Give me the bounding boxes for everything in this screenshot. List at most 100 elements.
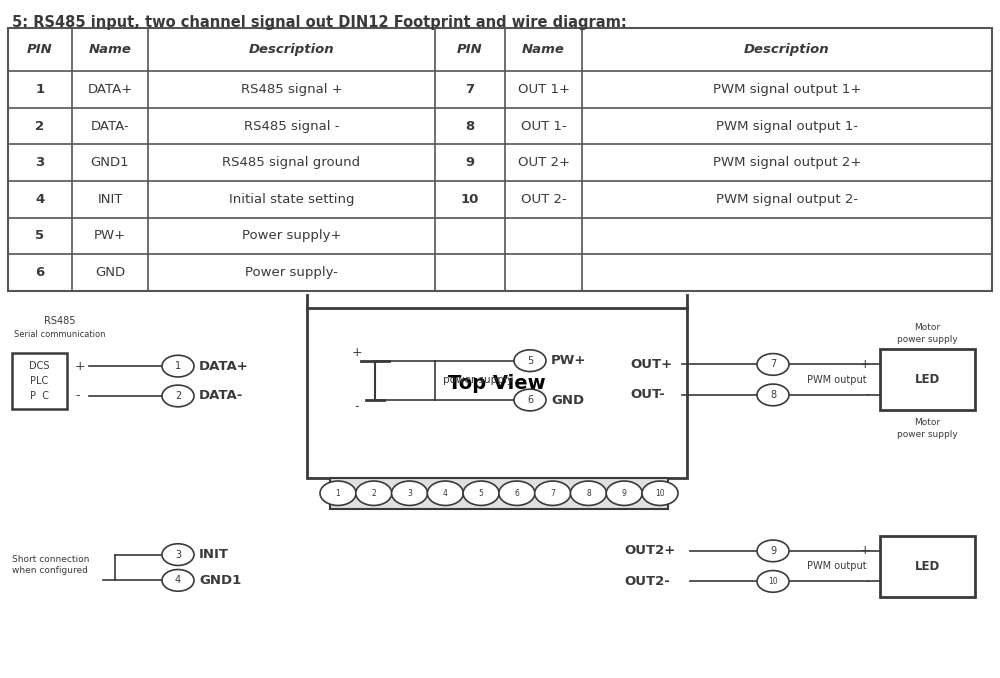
Text: RS485 signal ground: RS485 signal ground xyxy=(222,156,361,170)
Text: 2: 2 xyxy=(371,489,376,498)
Text: 10: 10 xyxy=(461,193,479,206)
Circle shape xyxy=(162,385,194,407)
Circle shape xyxy=(392,481,428,506)
Text: OUT 2+: OUT 2+ xyxy=(518,156,570,170)
Bar xyxy=(12,353,67,409)
Circle shape xyxy=(606,481,642,506)
Text: 9: 9 xyxy=(622,489,627,498)
Text: 10: 10 xyxy=(768,577,778,586)
Circle shape xyxy=(757,354,789,376)
Text: 10: 10 xyxy=(655,489,665,498)
Text: -: - xyxy=(75,389,80,403)
Text: PIN: PIN xyxy=(27,43,53,56)
Text: GND: GND xyxy=(551,393,584,407)
Text: OUT-: OUT- xyxy=(630,388,665,401)
Text: PWM signal output 1-: PWM signal output 1- xyxy=(716,119,858,133)
Text: DATA+: DATA+ xyxy=(199,359,249,373)
Text: 7: 7 xyxy=(465,83,475,96)
Text: GND: GND xyxy=(95,266,125,279)
Text: Power supply-: Power supply- xyxy=(245,266,338,279)
Text: Motor: Motor xyxy=(914,418,941,427)
Text: RS485 signal -: RS485 signal - xyxy=(244,119,339,133)
Text: PWM output: PWM output xyxy=(807,375,866,384)
Text: 4: 4 xyxy=(175,576,181,585)
Circle shape xyxy=(356,481,392,506)
Text: OUT 1+: OUT 1+ xyxy=(518,83,570,96)
Text: Description: Description xyxy=(249,43,334,56)
Text: Short connection: Short connection xyxy=(12,555,89,564)
Text: GND1: GND1 xyxy=(199,574,241,587)
Text: 8: 8 xyxy=(465,119,475,133)
Text: PWM signal output 1+: PWM signal output 1+ xyxy=(713,83,861,96)
Text: Top View: Top View xyxy=(448,374,546,393)
Text: +: + xyxy=(859,358,870,371)
Text: 4: 4 xyxy=(443,489,448,498)
Text: 2: 2 xyxy=(175,391,181,401)
Text: OUT2-: OUT2- xyxy=(624,575,670,588)
Bar xyxy=(8,28,992,291)
Text: +: + xyxy=(859,544,870,557)
Text: LED: LED xyxy=(915,373,940,386)
Text: 8: 8 xyxy=(770,390,776,400)
Text: 4: 4 xyxy=(35,193,45,206)
Text: INIT: INIT xyxy=(199,548,229,561)
Text: 9: 9 xyxy=(465,156,475,170)
Text: DCS: DCS xyxy=(29,361,50,371)
Text: 2: 2 xyxy=(35,119,45,133)
Circle shape xyxy=(162,570,194,591)
Circle shape xyxy=(499,481,535,506)
Text: +: + xyxy=(75,359,86,373)
Text: Motor: Motor xyxy=(914,323,941,332)
Text: Power supply+: Power supply+ xyxy=(242,229,341,243)
Text: RS485 signal +: RS485 signal + xyxy=(241,83,342,96)
Circle shape xyxy=(642,481,678,506)
Text: OUT 1-: OUT 1- xyxy=(521,119,566,133)
Text: Serial communication: Serial communication xyxy=(14,330,105,339)
Bar xyxy=(307,308,687,478)
Text: 5: 5 xyxy=(35,229,45,243)
Text: INIT: INIT xyxy=(97,193,123,206)
Circle shape xyxy=(757,540,789,561)
Text: -: - xyxy=(866,575,870,588)
Text: 1: 1 xyxy=(175,361,181,371)
Circle shape xyxy=(757,384,789,405)
Text: PW+: PW+ xyxy=(94,229,126,243)
Text: 3: 3 xyxy=(175,550,181,559)
Text: PWM signal output 2-: PWM signal output 2- xyxy=(716,193,858,206)
Text: GND1: GND1 xyxy=(91,156,129,170)
Text: 8: 8 xyxy=(586,489,591,498)
Text: power supply: power supply xyxy=(443,376,513,385)
Text: 7: 7 xyxy=(550,489,555,498)
Text: DATA-: DATA- xyxy=(199,389,243,403)
Text: Name: Name xyxy=(522,43,565,56)
Text: 6: 6 xyxy=(35,266,45,279)
Text: OUT2+: OUT2+ xyxy=(624,544,675,557)
Text: PWM output: PWM output xyxy=(807,561,866,571)
Text: DATA+: DATA+ xyxy=(87,83,133,96)
Text: PLC: PLC xyxy=(30,376,49,386)
Circle shape xyxy=(514,389,546,411)
Text: LED: LED xyxy=(915,559,940,573)
Text: OUT 2-: OUT 2- xyxy=(521,193,566,206)
Circle shape xyxy=(162,355,194,377)
Text: Initial state setting: Initial state setting xyxy=(229,193,354,206)
Text: 1: 1 xyxy=(35,83,45,96)
Text: Name: Name xyxy=(89,43,131,56)
Text: power supply: power supply xyxy=(897,430,958,439)
Circle shape xyxy=(570,481,606,506)
Circle shape xyxy=(514,350,546,372)
Text: 5: 5 xyxy=(527,356,533,365)
Text: Description: Description xyxy=(744,43,830,56)
Text: 5: RS485 input, two channel signal out DIN12 Footprint and wire diagram:: 5: RS485 input, two channel signal out D… xyxy=(12,15,627,30)
Text: 3: 3 xyxy=(407,489,412,498)
Text: power supply: power supply xyxy=(897,335,958,344)
Text: RS485: RS485 xyxy=(44,316,75,325)
Text: -: - xyxy=(866,388,870,401)
Text: 6: 6 xyxy=(527,395,533,405)
Text: PIN: PIN xyxy=(457,43,483,56)
Circle shape xyxy=(463,481,499,506)
Bar xyxy=(330,478,668,508)
Text: DATA-: DATA- xyxy=(91,119,129,133)
Bar xyxy=(880,349,975,410)
Text: +: + xyxy=(352,346,362,359)
